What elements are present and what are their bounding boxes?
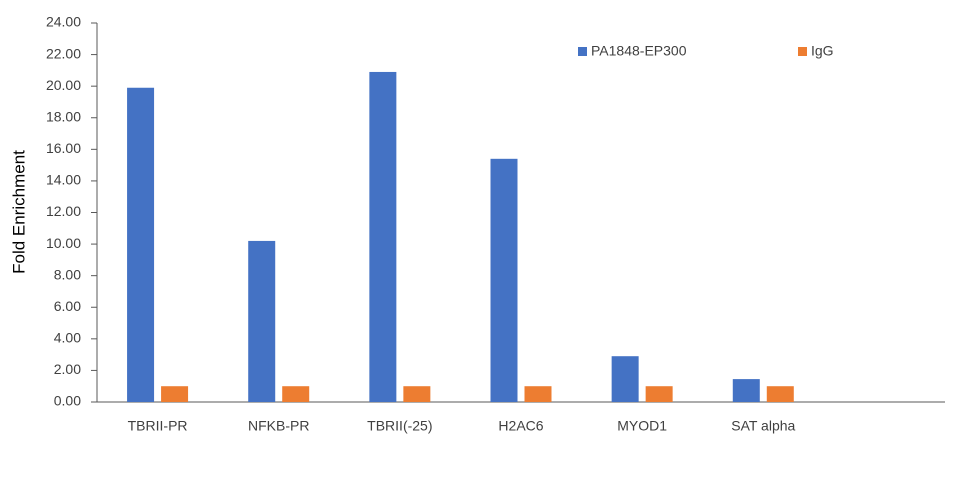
y-tick-label: 2.00 [54, 361, 81, 377]
x-tick-label: H2AC6 [498, 418, 543, 434]
y-tick-label: 12.00 [46, 203, 81, 219]
bar [248, 240, 276, 402]
y-tick-label: 18.00 [46, 108, 81, 124]
legend-swatch [798, 47, 807, 56]
x-tick-label: MYOD1 [617, 418, 667, 434]
bar [611, 356, 639, 402]
bar [403, 386, 431, 402]
y-tick-label: 22.00 [46, 45, 81, 61]
bar [282, 386, 310, 402]
y-tick-label: 4.00 [54, 330, 81, 346]
legend-label: IgG [811, 43, 834, 59]
y-axis-title: Fold Enrichment [9, 150, 28, 274]
bar [645, 386, 673, 402]
bar [161, 386, 189, 402]
y-tick-label: 24.00 [46, 14, 81, 30]
bar [369, 71, 397, 403]
y-tick-label: 0.00 [54, 393, 81, 409]
y-tick-label: 6.00 [54, 298, 81, 314]
legend-swatch [578, 47, 587, 56]
bar [490, 158, 518, 402]
legend-label: PA1848-EP300 [591, 43, 687, 59]
y-tick-label: 8.00 [54, 266, 81, 282]
x-tick-label: NFKB-PR [248, 418, 309, 434]
y-tick-label: 20.00 [46, 77, 81, 93]
bar [732, 379, 760, 402]
y-tick-label: 10.00 [46, 235, 81, 251]
y-tick-label: 14.00 [46, 172, 81, 188]
y-tick-label: 16.00 [46, 140, 81, 156]
x-tick-label: SAT alpha [731, 418, 795, 434]
bar [766, 386, 794, 402]
bar [524, 386, 552, 402]
x-tick-label: TBRII(-25) [367, 418, 432, 434]
bar [127, 87, 155, 402]
x-tick-label: TBRII-PR [128, 418, 188, 434]
